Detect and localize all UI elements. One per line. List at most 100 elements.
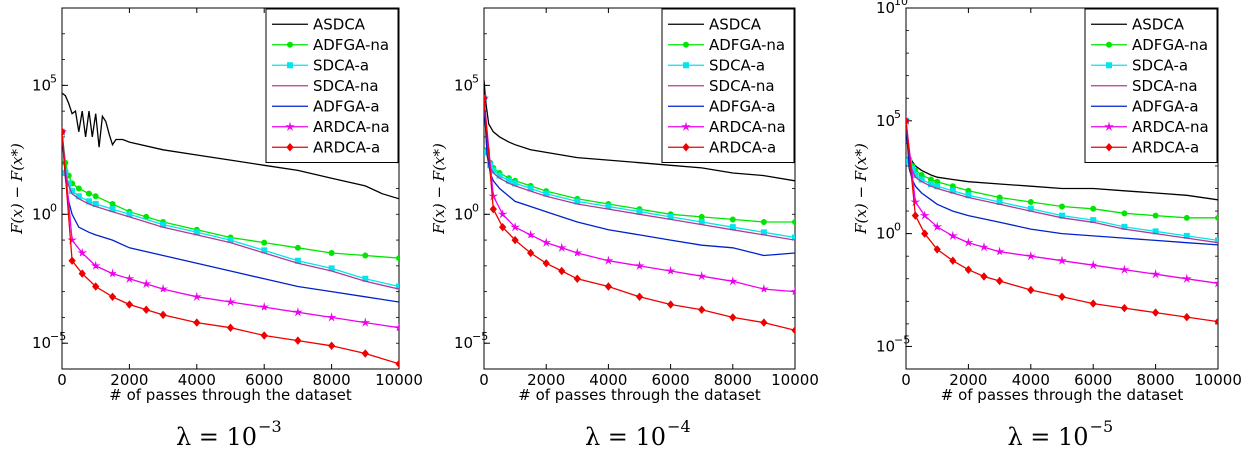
data-point-ardca-na [77, 247, 88, 257]
data-point-adfga-na [1215, 214, 1218, 221]
data-point-ardca-na [603, 255, 614, 265]
series-line-sdca-na [906, 120, 1218, 244]
data-point-ardca-a [729, 313, 737, 322]
data-point-ardca-na [510, 221, 521, 232]
data-point-sdca-a [396, 283, 399, 290]
y-tick-exponent: 0 [50, 201, 57, 214]
legend-marker-ardca-a [682, 143, 690, 152]
legend-entry-adfga-a: ADFGA-a [709, 97, 776, 115]
legend-marker-adfga-na [286, 41, 293, 48]
data-point-ardca-na [124, 273, 135, 283]
data-point-ardca-a [1089, 299, 1097, 308]
data-point-adfga-na [760, 219, 767, 226]
data-point-ardca-na [758, 283, 769, 293]
data-point-adfga-na [1152, 212, 1159, 219]
legend-entry-ardca-na: ARDCA-na [313, 118, 390, 136]
legend-entry-sdca-a: SDCA-a [313, 56, 369, 74]
data-point-ardca-a [484, 94, 488, 103]
data-point-ardca-a [527, 248, 535, 258]
data-point-ardca-a [1027, 285, 1035, 295]
data-point-ardca-na [497, 209, 508, 219]
data-point-sdca-a [328, 265, 335, 272]
legend-entry-ardca-na: ARDCA-na [1132, 118, 1209, 136]
legend-entry-ardca-a: ARDCA-a [709, 138, 776, 156]
data-point-adfga-na [294, 244, 301, 251]
legend: ASDCA ADFGA-na SDCA-a SDCA-na ADFGA-a ARDCA-n… [1084, 8, 1218, 163]
data-point-ardca-a [760, 318, 768, 327]
legend-entry-sdca-na: SDCA-na [709, 77, 775, 95]
data-point-adfga-na [92, 193, 99, 200]
legend-marker-adfga-na [683, 41, 690, 48]
legend-entry-sdca-a: SDCA-a [1132, 56, 1188, 74]
data-point-ardca-a [980, 272, 988, 281]
legend: ASDCA ADFGA-na SDCA-a SDCA-na ADFGA-a ARDCA-n… [661, 8, 795, 163]
data-point-ardca-na [910, 196, 921, 207]
y-tick-label: 10 [876, 225, 895, 243]
data-point-ardca-a [125, 300, 134, 309]
data-point-ardca-a [92, 282, 100, 291]
data-point-adfga-na [328, 249, 335, 256]
x-tick-label: 0 [57, 371, 67, 389]
data-point-ardca-a [361, 349, 369, 358]
series-group [906, 115, 1218, 326]
y-tick-label: 10 [32, 76, 51, 94]
data-point-ardca-a [226, 323, 235, 332]
x-tick-label: 2000 [527, 371, 565, 389]
x-tick-label: 6000 [652, 371, 690, 389]
data-point-ardca-a [68, 256, 76, 265]
x-tick-label: 10000 [375, 371, 423, 389]
series-line-adfga-a [484, 98, 795, 257]
y-tick-exponent: −5 [50, 330, 66, 343]
data-point-ardca-na [488, 191, 499, 201]
data-point-ardca-a [62, 127, 66, 136]
panel-caption-exponent: −3 [258, 417, 282, 436]
data-point-adfga-na [109, 200, 116, 207]
data-point-ardca-na [556, 242, 567, 253]
legend-entry-sdca-a: SDCA-a [709, 56, 765, 74]
y-axis-label: F(x) − F(x*) [852, 143, 870, 235]
legend-marker-ardca-a [286, 143, 294, 152]
y-tick-label: 10 [876, 0, 895, 17]
data-point-adfga-na [698, 213, 705, 220]
panel-caption: λ = 10 [585, 423, 666, 451]
legend-entry-adfga-na: ADFGA-na [1132, 36, 1208, 54]
series-line-asdca [62, 92, 399, 200]
y-tick-label: 10 [454, 76, 473, 94]
y-tick-exponent: 5 [894, 108, 901, 121]
legend-entry-ardca-a: ARDCA-a [313, 138, 380, 156]
data-point-ardca-na [1025, 251, 1036, 261]
data-point-ardca-na [932, 221, 943, 232]
data-point-ardca-na [634, 260, 645, 271]
panel-caption-exponent: −4 [667, 417, 691, 436]
x-tick-label: 4000 [178, 371, 216, 389]
data-point-ardca-na [259, 301, 270, 311]
data-point-ardca-a [573, 274, 581, 283]
y-tick-exponent: −5 [894, 333, 910, 346]
data-point-ardca-na [791, 286, 795, 295]
y-tick-label: 10 [876, 337, 895, 355]
data-point-adfga-na [1027, 199, 1034, 206]
data-point-ardca-na [572, 247, 583, 257]
panel-caption: λ = 10 [176, 423, 257, 451]
data-point-adfga-na [85, 190, 92, 197]
x-axis-label: # of passes through the dataset [109, 386, 352, 404]
data-point-ardca-a [666, 300, 675, 309]
data-point-ardca-na [1214, 278, 1218, 288]
data-point-ardca-a [499, 222, 507, 232]
data-point-ardca-a [698, 305, 706, 314]
y-tick-exponent: −5 [472, 330, 488, 343]
data-point-ardca-na [919, 210, 930, 220]
legend-marker-ardca-na [285, 121, 295, 131]
y-tick-exponent: 10 [894, 0, 908, 8]
series-line-adfga-a [62, 131, 399, 303]
legend-entry-sdca-na: SDCA-na [313, 77, 379, 95]
data-point-ardca-a [159, 310, 167, 320]
data-point-adfga-na [1183, 214, 1190, 221]
data-point-sdca-a [1215, 237, 1218, 244]
legend-entry-adfga-a: ADFGA-a [313, 97, 380, 115]
x-tick-label: 4000 [1012, 371, 1050, 389]
data-point-ardca-a [327, 341, 336, 351]
data-point-ardca-na [90, 260, 101, 271]
